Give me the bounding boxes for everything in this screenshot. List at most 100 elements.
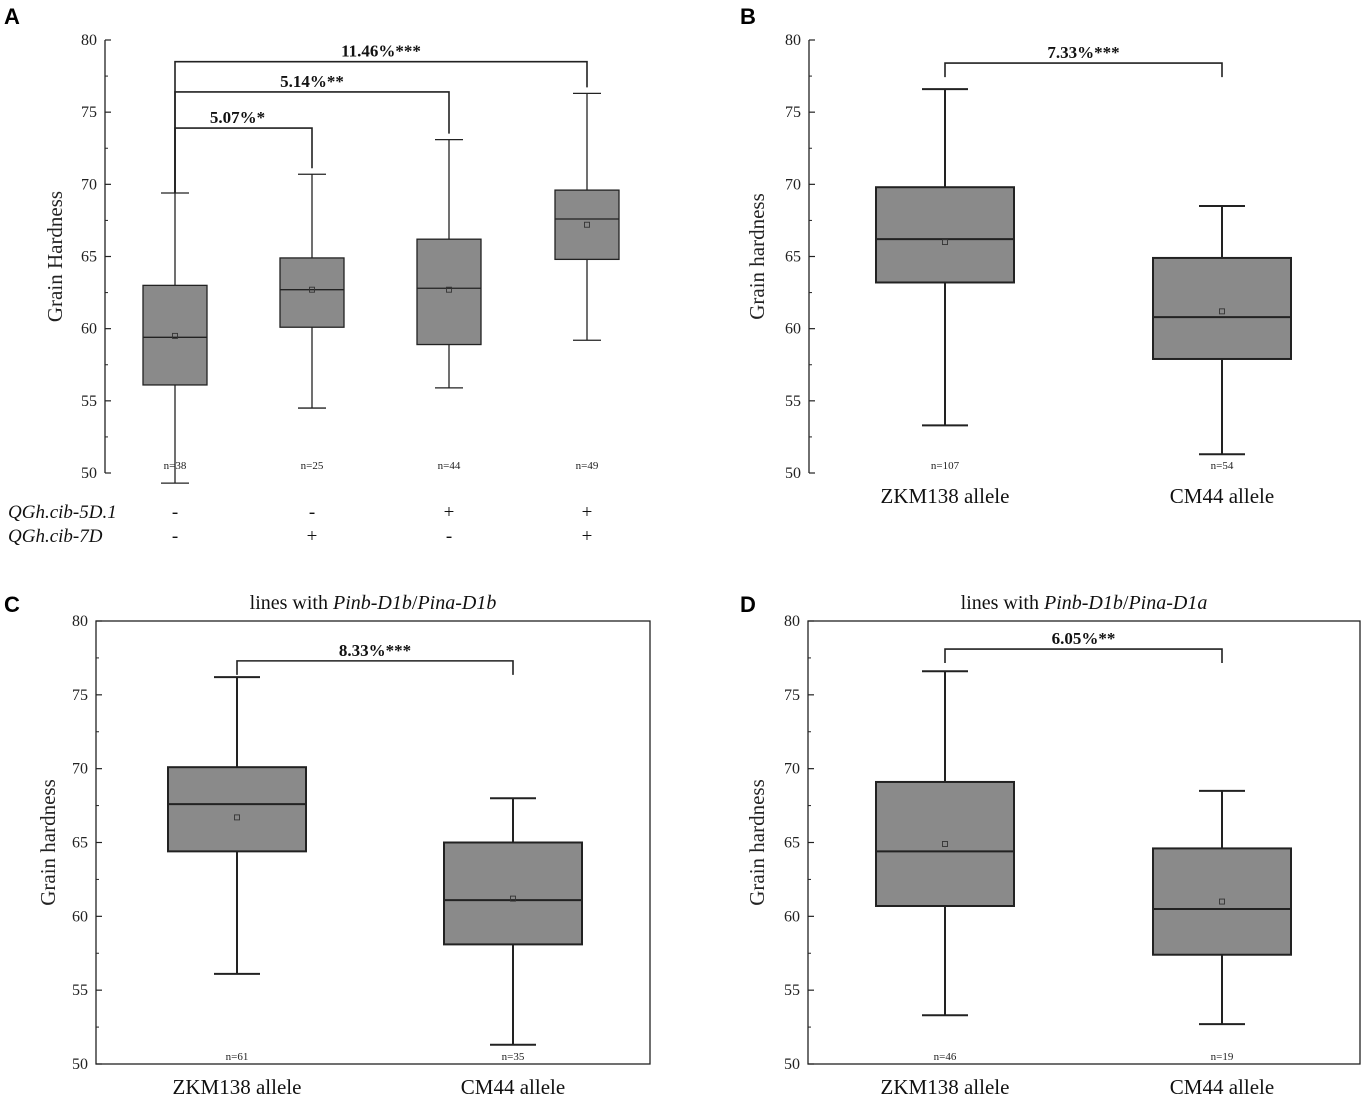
panel-a-genotype-sign: - xyxy=(309,502,315,523)
panel-b-letter: B xyxy=(740,4,756,29)
panel-c-box xyxy=(443,841,583,946)
panel-a-n-label: n=25 xyxy=(301,460,324,472)
panel-b-mean-marker xyxy=(942,239,948,246)
panel-b-ytick-label: 75 xyxy=(785,104,801,121)
panel-c-title-prefix: lines with xyxy=(250,592,333,614)
panel-a-ytick-label: 80 xyxy=(81,32,97,49)
panel-c-mean-marker xyxy=(510,895,516,902)
panel-d-title-prefix: lines with xyxy=(961,592,1044,614)
panel-c-title-gene2: Pina-D1b xyxy=(416,592,496,614)
panel-c-ytick-label: 80 xyxy=(72,613,88,630)
panel-b-ytick-label: 65 xyxy=(785,249,801,266)
panel-a-n-label: n=44 xyxy=(438,460,461,472)
panel-b-ytick-label: 70 xyxy=(785,176,801,193)
panel-d-letter: D xyxy=(740,592,756,617)
panel-b-ytick-label: 80 xyxy=(785,32,801,49)
panel-b-significance-label: 7.33%*** xyxy=(1047,43,1119,62)
panel-d-mean-marker xyxy=(942,841,948,847)
panel-d-ytick-label: 50 xyxy=(784,1056,800,1073)
panel-d-box xyxy=(875,780,1015,907)
panel-a-ytick-label: 75 xyxy=(81,104,97,121)
panel-b-ytick-label: 60 xyxy=(785,321,801,338)
panel-b-n-label: n=107 xyxy=(931,460,960,472)
panel-d-box xyxy=(1152,847,1292,956)
panel-a-box xyxy=(142,284,208,386)
panel-c-category-label: CM44 allele xyxy=(461,1075,565,1099)
panel-c-ytick-label: 50 xyxy=(72,1056,88,1073)
panel-d-ytick-label: 55 xyxy=(784,982,800,999)
panel-d-ytick-label: 75 xyxy=(784,687,800,704)
panel-c-n-label: n=35 xyxy=(502,1051,525,1063)
panel-a-significance-bracket xyxy=(174,60,588,193)
panel-a-box xyxy=(554,189,620,261)
panel-d-n-label: n=46 xyxy=(934,1051,957,1063)
panel-a-genotype-row-label: QGh.cib-5D.1 xyxy=(8,502,117,523)
panel-a-mean-marker xyxy=(172,332,178,339)
panel-a-n-label: n=49 xyxy=(576,460,599,472)
panel-d-y-axis-title: Grain hardness xyxy=(745,779,769,906)
panel-a-genotype-sign: + xyxy=(582,526,593,547)
panel-b-box xyxy=(875,186,1015,284)
panel-c-n-label: n=61 xyxy=(226,1051,249,1063)
panel-a-genotype-sign: - xyxy=(446,526,452,547)
panel-d-significance-bracket xyxy=(944,648,1223,664)
panel-c-letter: C xyxy=(4,592,20,617)
panel-b-y-axis-title: Grain hardness xyxy=(745,193,769,320)
panel-c-ytick-label: 75 xyxy=(72,687,88,704)
panel-c-ytick-label: 65 xyxy=(72,835,88,852)
panel-c-category-label: ZKM138 allele xyxy=(173,1075,302,1099)
panel-a-genotype-sign: + xyxy=(582,502,593,523)
panel-a-mean-marker xyxy=(446,286,452,293)
panel-a-ytick-label: 70 xyxy=(81,176,97,193)
panel-c-mean-marker xyxy=(234,814,240,821)
panel-c-title-sep: / xyxy=(412,592,418,614)
panel-c-ytick-label: 70 xyxy=(72,761,88,778)
panel-d-ytick-label: 60 xyxy=(784,908,800,925)
panel-c-significance-label: 8.33%*** xyxy=(339,641,411,660)
panel-c-significance-bracket xyxy=(236,660,514,675)
panel-b-mean-marker xyxy=(1219,308,1225,315)
panel-d-category-label: CM44 allele xyxy=(1170,1075,1274,1099)
panel-a-genotype-row-label: QGh.cib-7D xyxy=(8,526,103,547)
panel-a-significance-label: 11.46%*** xyxy=(341,42,421,61)
panel-b-n-label: n=54 xyxy=(1211,460,1234,472)
panel-a-significance-label: 5.07%* xyxy=(210,108,265,127)
panel-d-mean-marker xyxy=(1219,898,1225,905)
panel-d-ytick-label: 80 xyxy=(784,613,800,630)
panel-b-ytick-label: 55 xyxy=(785,393,801,410)
panel-a-letter: A xyxy=(4,4,20,29)
panel-d-n-label: n=19 xyxy=(1211,1051,1234,1063)
panel-c-title: lines with Pinb-D1b/Pina-D1b xyxy=(250,592,497,614)
panel-d-significance-label: 6.05%** xyxy=(1052,629,1116,648)
panel-a-y-axis-title: Grain Hardness xyxy=(43,191,67,322)
panel-c-y-axis-title: Grain hardness xyxy=(36,779,60,906)
panel-a-mean-marker xyxy=(584,221,590,228)
panel-b-category-label: ZKM138 allele xyxy=(881,484,1010,508)
panel-c-ytick-label: 55 xyxy=(72,982,88,999)
panel-a-mean-marker xyxy=(309,286,315,293)
panel-a-ytick-label: 50 xyxy=(81,465,97,482)
panel-d-title: lines with Pinb-D1b/Pina-D1a xyxy=(961,592,1208,614)
panel-a-significance-label: 5.14%** xyxy=(280,72,344,91)
panel-c-ytick-label: 60 xyxy=(72,908,88,925)
panel-d-title-gene2: Pina-D1a xyxy=(1127,592,1207,614)
panel-a-significance-bracket xyxy=(174,127,313,193)
panel-a-ytick-label: 65 xyxy=(81,249,97,266)
panel-c-title-gene1: Pinb-D1b xyxy=(332,592,412,614)
panel-d-title-sep: / xyxy=(1123,592,1129,614)
panel-d-ytick-label: 65 xyxy=(784,835,800,852)
panel-a-ytick-label: 60 xyxy=(81,321,97,338)
panel-a-n-label: n=38 xyxy=(164,460,187,472)
panel-d-category-label: ZKM138 allele xyxy=(881,1075,1010,1099)
panel-d-title-gene1: Pinb-D1b xyxy=(1043,592,1123,614)
panel-a-genotype-sign: + xyxy=(444,502,455,523)
panel-a-genotype-sign: - xyxy=(172,502,178,523)
panel-b-ytick-label: 50 xyxy=(785,465,801,482)
panel-b-significance-bracket xyxy=(944,62,1223,78)
panel-b-category-label: CM44 allele xyxy=(1170,484,1274,508)
panel-a-genotype-sign: + xyxy=(307,526,318,547)
panel-c-box xyxy=(167,766,307,853)
panel-a-genotype-sign: - xyxy=(172,526,178,547)
panel-d-ytick-label: 70 xyxy=(784,761,800,778)
